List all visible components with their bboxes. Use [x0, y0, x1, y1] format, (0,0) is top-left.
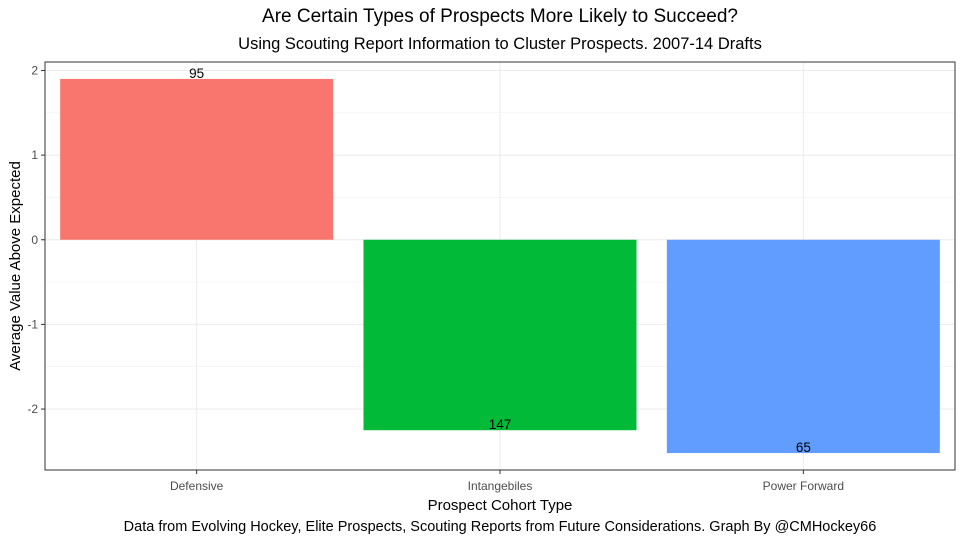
data-label: 147	[489, 417, 512, 432]
x-tick-label: Intangebiles	[468, 479, 533, 493]
y-tick-label: 2	[31, 63, 38, 77]
y-tick-label: 1	[31, 148, 38, 162]
chart-caption: Data from Evolving Hockey, Elite Prospec…	[123, 519, 877, 535]
data-label: 95	[189, 66, 204, 81]
y-axis-title: Average Value Above Expected	[7, 161, 24, 371]
x-axis-title: Prospect Cohort Type	[428, 497, 573, 514]
x-tick-label: Power Forward	[763, 479, 844, 493]
y-axis-ticks: 2 1 0 -1 -2	[27, 63, 45, 416]
chart-subtitle: Using Scouting Report Information to Clu…	[238, 35, 762, 53]
bar	[363, 239, 637, 431]
x-axis-ticks: Defensive Intangebiles Power Forward	[170, 470, 844, 493]
data-label: 65	[796, 440, 811, 455]
bar	[60, 78, 334, 240]
x-tick-label: Defensive	[170, 479, 224, 493]
chart-title: Are Certain Types of Prospects More Like…	[262, 6, 738, 27]
bars	[60, 78, 940, 454]
bar	[666, 239, 940, 454]
y-tick-label: -2	[27, 402, 38, 416]
data-labels: 95 147 65	[189, 66, 811, 455]
y-tick-label: -1	[27, 317, 38, 331]
y-tick-label: 0	[31, 233, 38, 247]
